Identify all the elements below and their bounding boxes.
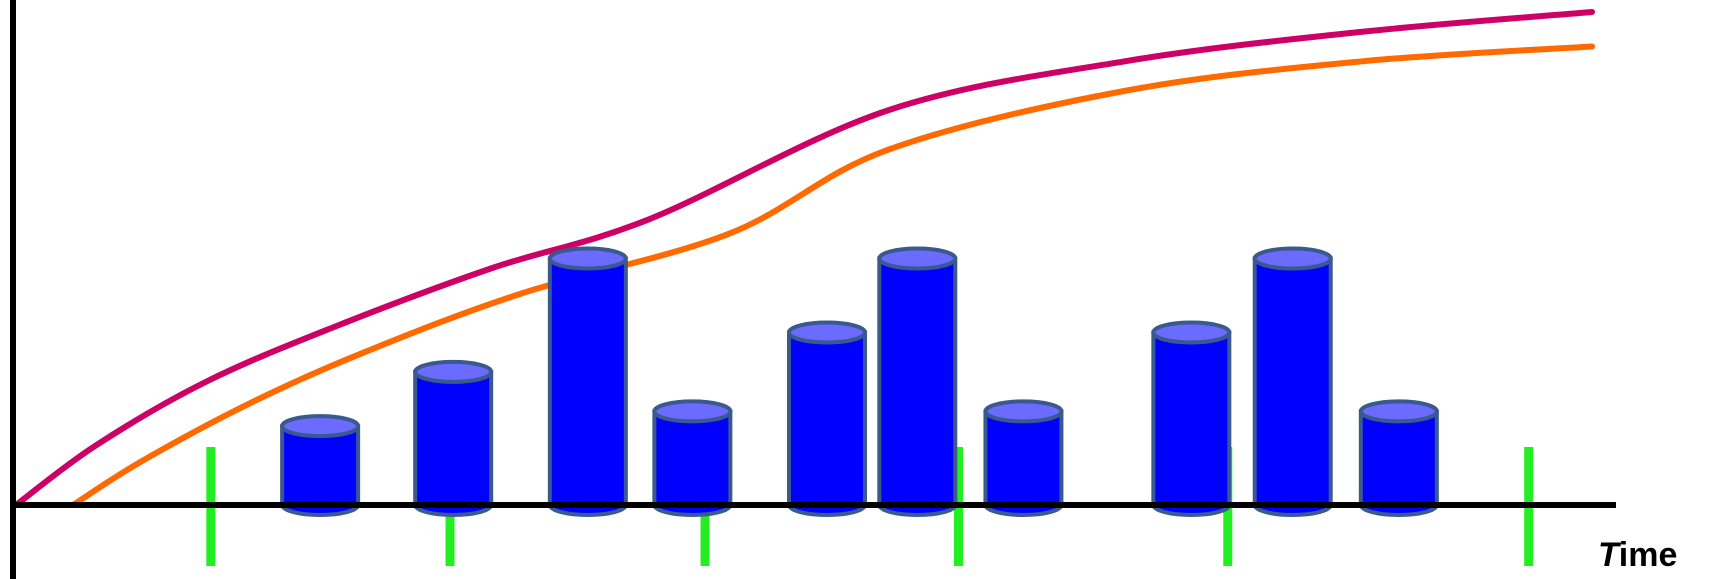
series-line-1 xyxy=(13,9,1596,508)
bar-top xyxy=(652,399,733,424)
bar-body xyxy=(1151,330,1232,517)
bar-5 xyxy=(787,320,868,517)
series-lines xyxy=(13,9,1596,508)
bar-top xyxy=(877,246,958,271)
bar-top xyxy=(547,246,628,271)
series-line-2 xyxy=(70,43,1596,508)
bar-top xyxy=(413,359,494,384)
bar-4 xyxy=(652,399,733,517)
bars xyxy=(280,246,1439,517)
bar-1 xyxy=(280,414,361,517)
bar-top xyxy=(1151,320,1232,345)
bar-top xyxy=(983,399,1064,424)
bar-3 xyxy=(547,246,628,517)
bar-body xyxy=(1358,409,1439,517)
bar-body xyxy=(413,369,494,517)
x-axis-label: Time xyxy=(1598,536,1678,574)
bar-body xyxy=(547,256,628,517)
bar-7 xyxy=(983,399,1064,517)
bar-body xyxy=(877,256,958,517)
bar-2 xyxy=(413,359,494,517)
bar-6 xyxy=(877,246,958,517)
bar-body xyxy=(1252,256,1333,517)
bar-10 xyxy=(1358,399,1439,517)
bar-top xyxy=(280,414,361,439)
bar-top xyxy=(1252,246,1333,271)
bar-top xyxy=(1358,399,1439,424)
bar-top xyxy=(787,320,868,345)
bar-body xyxy=(983,409,1064,517)
bar-body xyxy=(280,424,361,517)
bar-body xyxy=(787,330,868,517)
bar-9 xyxy=(1252,246,1333,517)
bar-8 xyxy=(1151,320,1232,517)
bar-body xyxy=(652,409,733,517)
